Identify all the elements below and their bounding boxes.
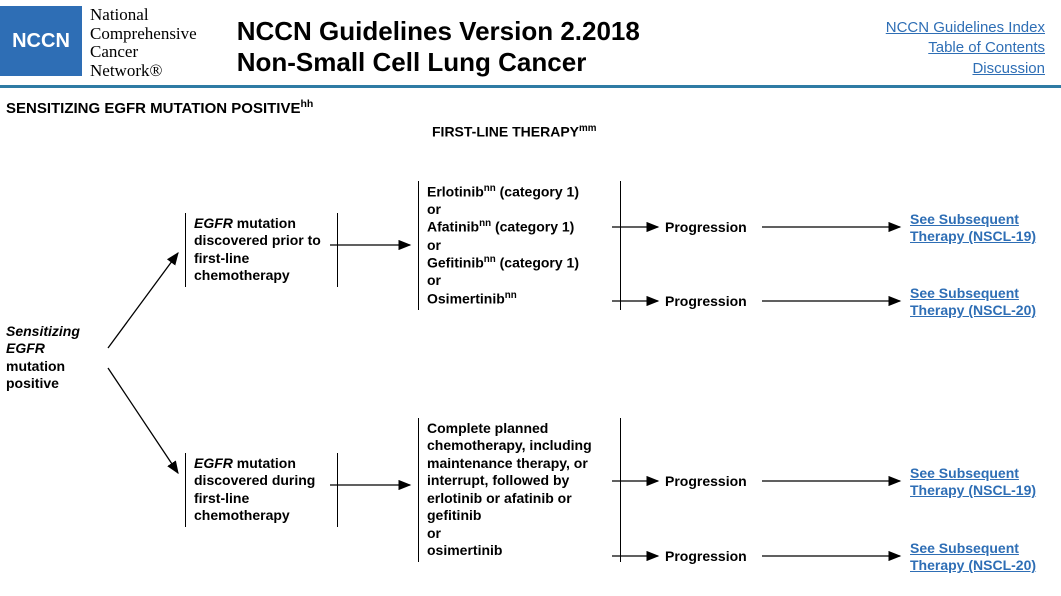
root-line4: positive — [6, 375, 59, 391]
org-name-line: Cancer — [90, 43, 197, 62]
link-subsequent-1: See Subsequent Therapy (NSCL-19) — [910, 211, 1050, 246]
page-title-line2: Non-Small Cell Lung Cancer — [237, 47, 640, 78]
nccn-logo: NCCN — [0, 6, 82, 76]
root-line1: Sensitizing — [6, 323, 80, 339]
link-nscl-20-b[interactable]: See Subsequent Therapy (NSCL-20) — [910, 540, 1036, 574]
link-nscl-19-b[interactable]: See Subsequent Therapy (NSCL-19) — [910, 465, 1036, 499]
branch-during-italic: EGFR — [194, 455, 233, 471]
subheading-text: FIRST-LINE THERAPY — [432, 123, 579, 139]
section-heading-text: SENSITIZING EGFR MUTATION POSITIVE — [6, 100, 300, 117]
header-links: NCCN Guidelines Index Table of Contents … — [886, 18, 1045, 79]
flowchart: FIRST-LINE THERAPYmm Sensitiz — [0, 123, 1061, 593]
node-branch-during: EGFR mutation discovered during first-li… — [185, 453, 338, 527]
node-branch-prior: EGFR mutation discovered prior to first-… — [185, 213, 338, 287]
page-header: NCCN National Comprehensive Cancer Netwo… — [0, 0, 1061, 88]
branch-prior-italic: EGFR — [194, 215, 233, 231]
node-progression-4: Progression — [665, 548, 747, 566]
root-line3: mutation — [6, 358, 65, 374]
node-root: Sensitizing EGFR mutation positive — [6, 323, 116, 393]
page-title-block: NCCN Guidelines Version 2.2018 Non-Small… — [237, 6, 640, 78]
subheading-sup: mm — [579, 123, 596, 134]
link-guidelines-index[interactable]: NCCN Guidelines Index — [886, 19, 1045, 36]
link-subsequent-2: See Subsequent Therapy (NSCL-20) — [910, 285, 1050, 320]
root-line2: EGFR — [6, 340, 45, 356]
link-discussion[interactable]: Discussion — [972, 60, 1045, 77]
subheading-first-line-therapy: FIRST-LINE THERAPYmm — [432, 123, 596, 140]
node-progression-2: Progression — [665, 293, 747, 311]
org-name-line: Comprehensive — [90, 25, 197, 44]
section-heading-sup: hh — [300, 98, 313, 110]
org-name: National Comprehensive Cancer Network® — [90, 6, 197, 81]
link-nscl-19-a[interactable]: See Subsequent Therapy (NSCL-19) — [910, 211, 1036, 245]
node-progression-3: Progression — [665, 473, 747, 491]
link-subsequent-4: See Subsequent Therapy (NSCL-20) — [910, 540, 1050, 575]
link-nscl-20-a[interactable]: See Subsequent Therapy (NSCL-20) — [910, 285, 1036, 319]
org-name-line: National — [90, 6, 197, 25]
link-subsequent-3: See Subsequent Therapy (NSCL-19) — [910, 465, 1050, 500]
node-progression-1: Progression — [665, 219, 747, 237]
node-therapy-prior: Erlotinibnn (category 1)orAfatinibnn (ca… — [418, 181, 621, 310]
section-heading: SENSITIZING EGFR MUTATION POSITIVEhh — [0, 88, 1061, 117]
page-title-line1: NCCN Guidelines Version 2.2018 — [237, 16, 640, 47]
org-name-line: Network® — [90, 62, 197, 81]
link-table-of-contents[interactable]: Table of Contents — [928, 39, 1045, 56]
node-therapy-during: Complete planned chemotherapy, including… — [418, 418, 621, 562]
